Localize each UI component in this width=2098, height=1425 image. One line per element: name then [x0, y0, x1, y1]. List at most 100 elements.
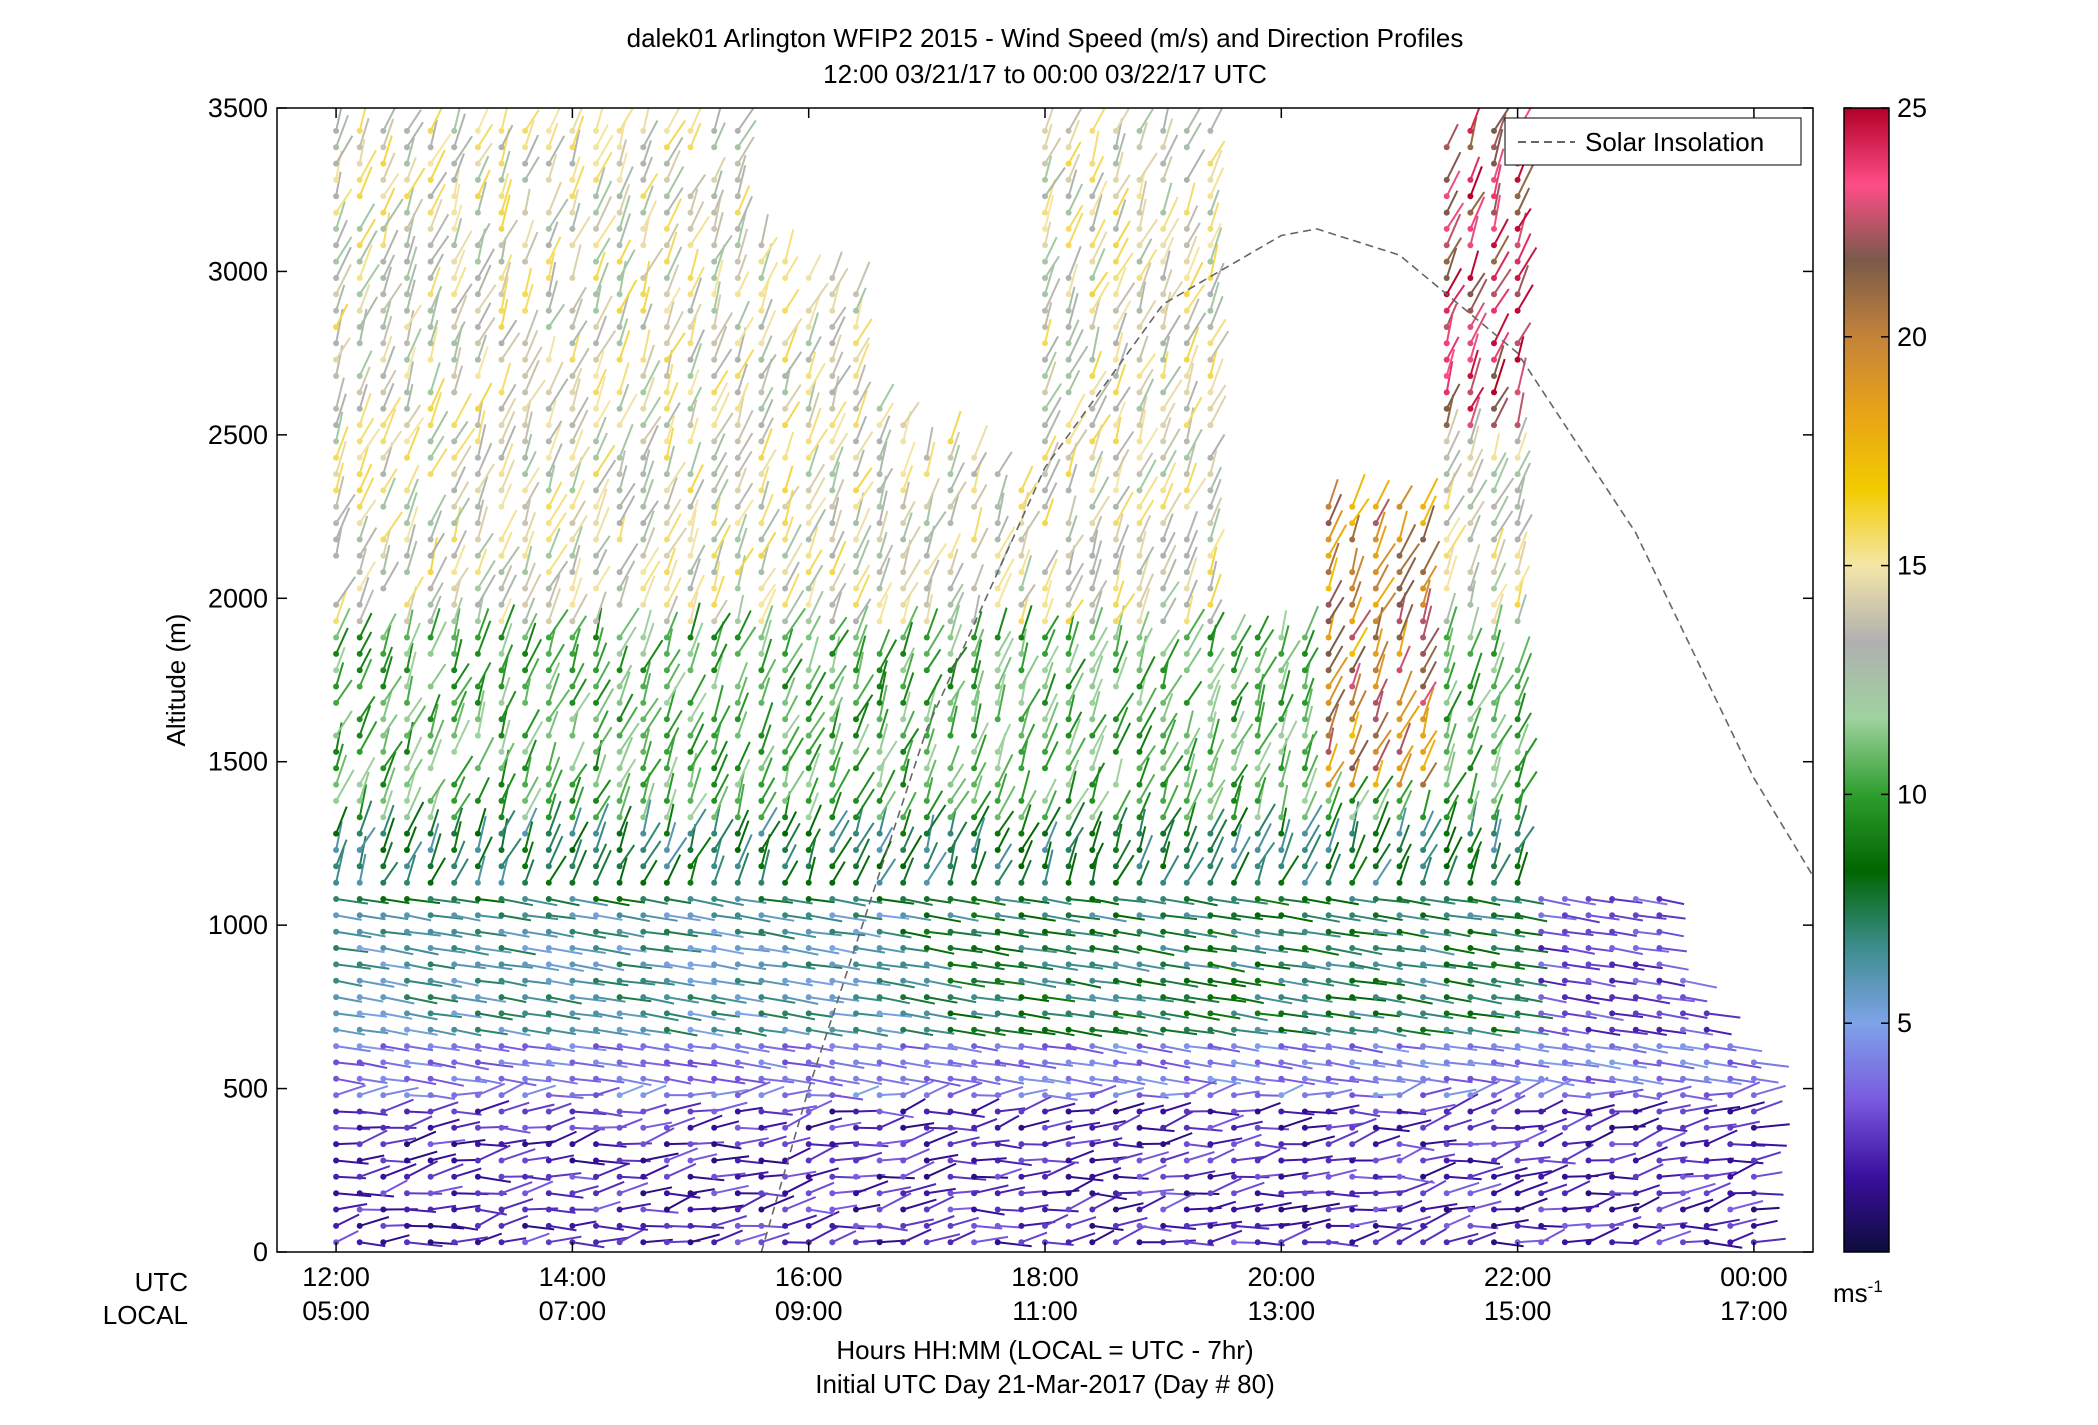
- wind-barb: [689, 544, 706, 573]
- wind-barb: [571, 108, 583, 132]
- wind-barb-point: [1254, 1173, 1261, 1180]
- wind-barb-point: [923, 961, 930, 968]
- wind-barb: [524, 267, 532, 295]
- wind-barb: [1209, 395, 1227, 426]
- wind-barb-point: [900, 912, 907, 919]
- wind-barb-point: [640, 1010, 647, 1017]
- wind-barb-point: [829, 716, 836, 723]
- wind-barb: [736, 555, 746, 589]
- wind-barb: [713, 234, 733, 263]
- wind-barb-point: [805, 1206, 812, 1213]
- wind-barb-point: [380, 1059, 387, 1066]
- wind-barb: [406, 279, 416, 311]
- wind-barb-point: [663, 1108, 670, 1115]
- wind-barb-point: [947, 471, 954, 478]
- wind-barb: [453, 365, 464, 393]
- wind-barb-point: [569, 356, 576, 363]
- wind-barb-point: [782, 454, 789, 461]
- wind-barb-point: [356, 1141, 363, 1148]
- wind-barb-point: [498, 1124, 505, 1131]
- wind-barb: [761, 1077, 795, 1084]
- wind-barb: [855, 930, 881, 938]
- wind-barb-point: [1112, 585, 1119, 592]
- wind-barb-point: [474, 601, 481, 608]
- wind-barb-point: [687, 356, 694, 363]
- wind-barb-point: [380, 896, 387, 902]
- wind-barb-point: [805, 389, 812, 396]
- wind-barb: [453, 1121, 481, 1129]
- wind-barb: [1021, 1231, 1048, 1244]
- wind-barb-point: [687, 1108, 694, 1115]
- wind-barb: [1209, 497, 1223, 524]
- wind-barb: [406, 198, 424, 230]
- wind-barb: [879, 996, 911, 1005]
- wind-barb: [501, 1237, 527, 1244]
- wind-barb: [335, 839, 348, 867]
- wind-barb-point: [333, 1141, 340, 1148]
- wind-barb: [477, 559, 496, 590]
- wind-barb-point: [1042, 1173, 1048, 1180]
- wind-barb-point: [1183, 618, 1190, 625]
- wind-barb: [1185, 182, 1196, 213]
- wind-barb: [335, 963, 371, 970]
- wind-barb-point: [782, 912, 789, 919]
- wind-barb: [1068, 1232, 1096, 1244]
- wind-barb-point: [522, 520, 529, 527]
- wind-barb-point: [1136, 863, 1143, 870]
- wind-barb-point: [900, 814, 907, 821]
- wind-barb: [737, 1106, 763, 1113]
- wind-barb: [1091, 691, 1101, 720]
- wind-barb-point: [474, 471, 481, 478]
- wind-barb-point: [876, 814, 883, 821]
- wind-barb: [1233, 1120, 1263, 1129]
- wind-barb-point: [1160, 601, 1167, 608]
- wind-barb: [1044, 1045, 1077, 1051]
- wind-barb: [429, 235, 450, 263]
- wind-barb: [547, 741, 557, 769]
- wind-barb-point: [593, 373, 599, 379]
- wind-barb: [453, 392, 472, 426]
- wind-barb: [925, 608, 939, 638]
- wind-barb-point: [593, 193, 599, 200]
- wind-barb: [1209, 478, 1222, 508]
- wind-barb: [476, 169, 491, 197]
- wind-barb: [1233, 681, 1249, 704]
- wind-barb-point: [404, 618, 410, 625]
- wind-barb: [453, 321, 466, 344]
- wind-barb: [760, 658, 777, 687]
- wind-barb-point: [498, 928, 505, 935]
- wind-barb-point: [1254, 1092, 1261, 1099]
- wind-barb-point: [734, 847, 741, 853]
- wind-barb-point: [1231, 847, 1237, 853]
- wind-barb: [1210, 1229, 1243, 1244]
- wind-barb-point: [1089, 1010, 1096, 1017]
- wind-barb-point: [971, 863, 978, 870]
- wind-barb-point: [380, 650, 387, 657]
- wind-barb: [807, 804, 822, 834]
- wind-barb-point: [734, 879, 741, 886]
- wind-barb: [619, 996, 652, 1003]
- wind-barb-point: [1183, 307, 1190, 314]
- wind-barb: [595, 898, 630, 907]
- wind-barb: [429, 857, 446, 884]
- wind-barb-point: [782, 1092, 789, 1099]
- wind-barb: [1163, 947, 1188, 954]
- wind-barb-point: [1065, 373, 1072, 379]
- wind-barb: [950, 979, 986, 988]
- wind-barb: [925, 759, 937, 785]
- wind-barb: [1209, 560, 1218, 589]
- wind-barb: [1044, 693, 1058, 720]
- wind-barb-point: [1325, 1206, 1332, 1213]
- wind-barb-point: [522, 1010, 529, 1017]
- wind-barb-point: [1278, 732, 1285, 739]
- wind-barb-point: [404, 144, 410, 151]
- wind-barb: [902, 1098, 926, 1113]
- wind-barb: [595, 351, 605, 377]
- wind-barb-point: [569, 1059, 576, 1066]
- wind-barb: [784, 1170, 817, 1178]
- wind-barb-point: [663, 1157, 670, 1164]
- wind-barb-point: [663, 1239, 670, 1246]
- wind-barb: [1257, 1192, 1285, 1198]
- wind-barb: [1115, 282, 1136, 312]
- wind-barb-point: [876, 830, 883, 837]
